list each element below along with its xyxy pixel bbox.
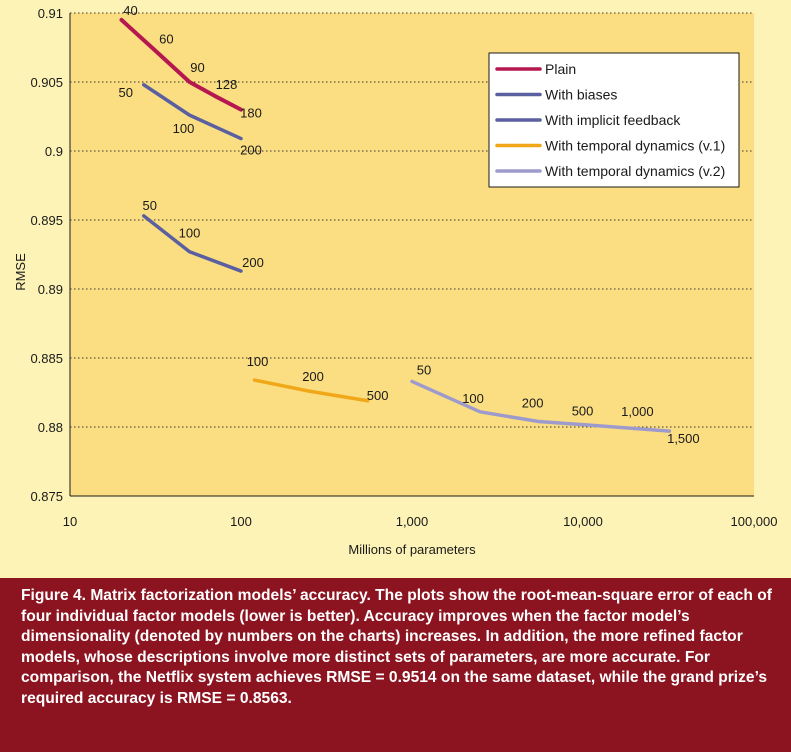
data-label: 50 <box>417 362 431 377</box>
x-tick-label: 100,000 <box>731 514 778 529</box>
data-label: 100 <box>462 391 484 406</box>
data-label: 500 <box>572 404 594 419</box>
data-label: 200 <box>302 369 324 384</box>
series-line <box>142 83 243 141</box>
data-label: 1,000 <box>621 404 654 419</box>
x-axis-title: Millions of parameters <box>348 542 476 557</box>
data-label: 100 <box>173 121 195 136</box>
series-line <box>119 17 243 112</box>
data-label: 50 <box>143 198 157 213</box>
y-axis-title: RMSE <box>13 253 28 291</box>
figure-caption: Figure 4. Matrix factorization models’ a… <box>0 578 791 752</box>
x-tick-label: 10 <box>63 514 77 529</box>
data-label: 50 <box>119 85 133 100</box>
data-label: 200 <box>242 255 264 270</box>
legend-label: With temporal dynamics (v.2) <box>545 163 725 179</box>
y-tick-label: 0.9 <box>45 144 63 159</box>
y-tick-label: 0.885 <box>30 351 63 366</box>
y-tick-label: 0.89 <box>38 282 63 297</box>
y-tick-label: 0.905 <box>30 75 63 90</box>
legend-label: Plain <box>545 61 576 77</box>
legend-label: With temporal dynamics (v.1) <box>545 138 725 154</box>
series-lines <box>119 17 672 433</box>
x-tick-label: 100 <box>230 514 252 529</box>
series-line <box>410 379 672 433</box>
legend-label: With biases <box>545 87 617 103</box>
data-label: 200 <box>522 395 544 410</box>
y-tick-label: 0.91 <box>38 6 63 21</box>
series-line <box>142 214 243 273</box>
series-line <box>252 378 370 403</box>
data-label: 60 <box>159 32 173 47</box>
caption-text: Figure 4. Matrix factorization models’ a… <box>21 587 772 707</box>
data-label: 100 <box>247 354 269 369</box>
data-label: 90 <box>190 60 204 75</box>
y-tick-label: 0.88 <box>38 420 63 435</box>
data-label: 180 <box>240 106 262 121</box>
data-label: 1,500 <box>667 431 700 446</box>
y-tick-label: 0.895 <box>30 213 63 228</box>
data-label: 40 <box>123 3 137 18</box>
legend-label: With implicit feedback <box>545 112 681 128</box>
y-tick-labels: 0.875 0.88 0.885 0.89 0.895 0.9 0.905 0.91 <box>30 6 63 504</box>
data-label: 200 <box>240 143 262 158</box>
data-label: 128 <box>216 77 238 92</box>
data-label: 100 <box>179 226 201 241</box>
data-label: 500 <box>367 388 389 403</box>
x-tick-labels: 10 100 1,000 10,000 100,000 <box>63 514 778 529</box>
axes <box>69 13 754 497</box>
x-tick-label: 10,000 <box>563 514 603 529</box>
legend: Plain With biases With implicit feedback Wi… <box>488 52 740 188</box>
y-tick-label: 0.875 <box>30 489 63 504</box>
x-tick-label: 1,000 <box>396 514 429 529</box>
